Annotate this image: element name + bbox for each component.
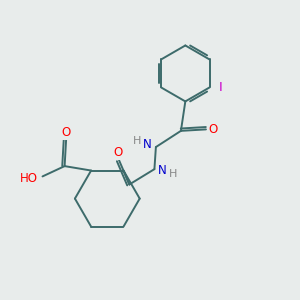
- Text: N: N: [158, 164, 167, 177]
- Text: H: H: [169, 169, 178, 179]
- Text: I: I: [219, 81, 223, 94]
- Text: N: N: [143, 138, 152, 151]
- Text: H: H: [133, 136, 141, 146]
- Text: O: O: [61, 126, 71, 139]
- Text: O: O: [209, 123, 218, 136]
- Text: HO: HO: [20, 172, 38, 185]
- Text: O: O: [114, 146, 123, 159]
